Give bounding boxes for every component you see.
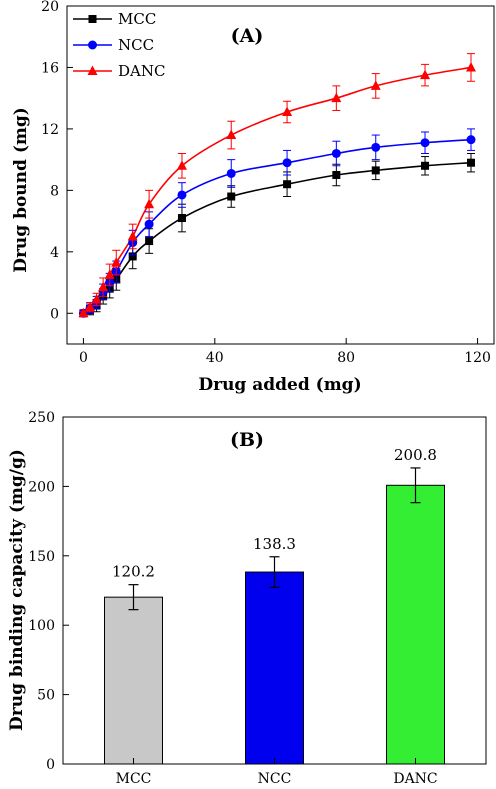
data-point-danc — [91, 293, 102, 304]
data-point-danc — [84, 301, 95, 312]
bar-danc — [386, 484, 445, 765]
panel-a-legend: MCC NCC DANC — [73, 10, 165, 80]
panel-a-x-axis-label: Drug added (mg) — [198, 375, 361, 395]
data-point-danc — [111, 257, 122, 267]
data-point-mcc — [145, 237, 154, 246]
data-point-danc — [331, 92, 342, 103]
panel-b-y-tick-label: 250 — [28, 410, 55, 426]
panel-a-y-axis-label: Drug bound (mg) — [11, 107, 31, 273]
data-point-ncc — [371, 142, 381, 152]
panel-a-x-tick-label: 40 — [206, 350, 224, 366]
panel-a-x-tick-label: 120 — [464, 350, 491, 366]
data-point-danc — [144, 198, 155, 209]
data-point-mcc — [467, 158, 476, 167]
panel-a-y-tick-label: 12 — [41, 122, 59, 138]
data-point-danc — [226, 129, 237, 140]
data-point-ncc — [226, 168, 236, 178]
panel-b-y-tick-label: 200 — [28, 479, 55, 495]
data-point-mcc — [371, 166, 380, 175]
panel-b-x-tick-label: MCC — [116, 771, 152, 787]
data-point-danc — [104, 269, 115, 279]
data-point-danc — [78, 307, 89, 318]
panel-b-x-tick-label: DANC — [393, 771, 437, 787]
panel-a-y-tick-label: 16 — [41, 60, 59, 76]
data-point-danc — [176, 160, 187, 170]
data-point-danc — [466, 61, 477, 72]
data-point-danc — [420, 69, 431, 80]
data-point-danc — [127, 230, 138, 241]
panel-a-y-tick-label: 20 — [41, 0, 59, 15]
series-line-danc — [82, 66, 472, 314]
legend-label-danc: DANC — [118, 62, 165, 80]
data-point-mcc — [283, 180, 292, 189]
data-point-ncc — [282, 158, 292, 168]
panel-b-y-axis-label: Drug binding capacity (mg/g) — [7, 449, 27, 731]
data-point-mcc — [227, 192, 236, 201]
panel-a-y-tick-label: 8 — [50, 183, 59, 199]
data-point-mcc — [332, 171, 341, 179]
data-point-mcc — [177, 214, 186, 223]
data-point-ncc — [331, 148, 341, 158]
series-line-mcc — [83, 161, 472, 315]
panel-b-y-tick-label: 100 — [28, 618, 55, 634]
data-point-ncc — [144, 219, 154, 229]
panel-a-y-tick-label: 0 — [50, 306, 59, 322]
data-point-mcc — [421, 161, 430, 170]
panel-b-y-tick-label: 50 — [37, 688, 55, 704]
panel-a-chart: 0 40 80 120 0 4 8 12 16 20 (A) Drug added (mg) Dr… — [11, 0, 495, 395]
panel-b-label: (B) — [230, 429, 264, 451]
data-label-mcc: 120.2 — [112, 563, 155, 581]
data-point-mcc — [128, 252, 137, 261]
legend-label-ncc: NCC — [118, 36, 154, 54]
panel-a-y-tick-label: 4 — [50, 245, 59, 261]
panel-b-chart: 120.2 138.3 200.8 0 50 100 150 200 250 MCC NCC DAN… — [7, 410, 487, 787]
panel-b-y-tick-label: 150 — [28, 549, 55, 565]
legend-marker-mcc — [88, 15, 97, 23]
data-point-ncc — [177, 190, 187, 200]
data-label-ncc: 138.3 — [253, 535, 296, 553]
panel-a-label: (A) — [231, 25, 264, 47]
legend-marker-danc — [87, 65, 98, 75]
bar-ncc — [245, 571, 304, 765]
data-point-ncc — [466, 135, 476, 145]
legend-label-mcc: MCC — [118, 10, 156, 28]
panel-b-x-tick-label: NCC — [258, 771, 292, 787]
legend-marker-ncc — [88, 40, 97, 50]
data-point-danc — [98, 281, 109, 292]
series-line-ncc — [82, 138, 472, 314]
data-point-ncc — [420, 138, 430, 148]
data-point-danc — [282, 106, 293, 117]
panel-a-plot-frame — [66, 5, 495, 345]
panel-a-x-tick-label: 80 — [337, 350, 355, 366]
panel-a-x-tick-label: 0 — [79, 350, 88, 366]
data-label-danc: 200.8 — [394, 446, 437, 464]
bar-mcc — [104, 596, 163, 765]
panel-b-y-tick-label: 0 — [46, 757, 55, 773]
data-point-danc — [370, 80, 381, 90]
